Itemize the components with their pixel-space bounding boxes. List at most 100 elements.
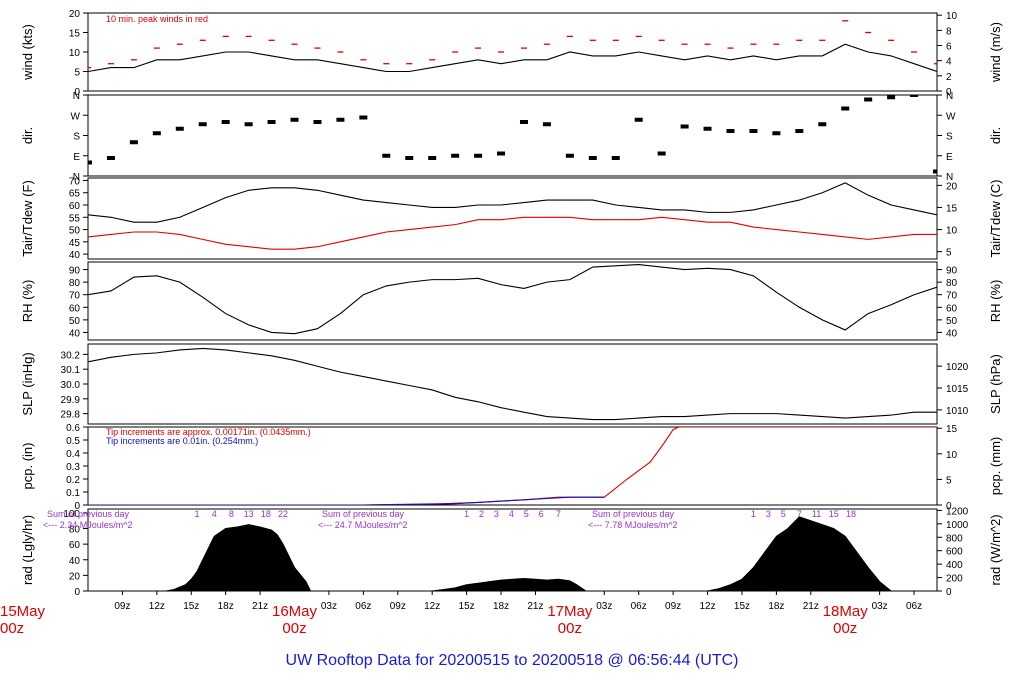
- y-right-tick-label: 50: [946, 316, 958, 327]
- x-tick-label: 18z: [493, 601, 509, 612]
- series-Tair: [88, 182, 937, 223]
- y-tick-label: S: [73, 132, 80, 143]
- y-axis-title: wind (kts): [20, 24, 35, 81]
- y-tick-label: 65: [69, 189, 81, 200]
- panel-pcp: 0 0.1 0.2 0.3 0.4 0.5 0.6 0 5 10 15 pcp. (in) pcp. (…: [20, 423, 1003, 512]
- daily-sum-label: Sum of previous day: [592, 509, 675, 519]
- panel-data: [88, 20, 937, 73]
- y-axis-title-right: rad (W/m^2): [988, 514, 1003, 585]
- panel-frame: [87, 261, 938, 341]
- daily-sum-label: Sum of previous day: [322, 509, 405, 519]
- y-right-tick-label: 0: [946, 87, 952, 98]
- y-axis-title-right: SLP (hPa): [988, 354, 1003, 414]
- y-axis-title: dir.: [20, 127, 35, 144]
- dir-point: [290, 117, 299, 122]
- x-tick-label: 18z: [218, 601, 234, 612]
- x-tick-label: 06z: [355, 601, 371, 612]
- y-right-tick-label: 0: [946, 587, 952, 598]
- y-tick-label: 60: [69, 201, 81, 212]
- dir-point: [818, 122, 827, 127]
- y-right-tick-label: 1010: [946, 406, 969, 417]
- hour-mark: 1: [751, 509, 756, 519]
- dir-point: [221, 120, 230, 124]
- dir-point: [129, 140, 138, 145]
- y-axis-title-right: pcp. (mm): [988, 437, 1003, 496]
- y-right-tick-label: 200: [946, 574, 963, 585]
- y-axis-title-right: RH (%): [988, 280, 1003, 323]
- y-tick-label: 15: [69, 29, 81, 40]
- y-axis-title: Tair/Tdew (F): [20, 180, 35, 257]
- y-tick-label: 100: [63, 509, 80, 520]
- dir-point: [887, 95, 896, 100]
- date-label: 15May: [0, 603, 46, 620]
- series-wind: [88, 43, 937, 73]
- y-tick-label: 30.0: [61, 380, 81, 391]
- hour-mark: 2: [479, 509, 484, 519]
- dir-point: [864, 97, 873, 102]
- y-tick-label: 5: [74, 68, 80, 79]
- dir-point: [841, 106, 850, 111]
- y-axis-title: rad (Lgly/hr): [20, 515, 35, 585]
- dir-point: [382, 153, 391, 158]
- y-right-tick-label: 0: [946, 501, 952, 512]
- hour-mark: 4: [212, 509, 217, 519]
- y-axis-title: SLP (inHg): [20, 352, 35, 415]
- dir-point: [542, 122, 551, 127]
- y-tick-label: E: [73, 152, 80, 163]
- dir-point: [267, 120, 276, 124]
- hour-mark: 5: [781, 509, 786, 519]
- x-tick-label: 12z: [424, 601, 440, 612]
- date-hour-label: 00z: [0, 620, 24, 637]
- hour-mark: 6: [539, 509, 544, 519]
- y-tick-label: 40: [69, 328, 81, 339]
- dir-point: [405, 156, 414, 160]
- y-axis-title: pcp. (in): [20, 443, 35, 490]
- y-right-tick-label: 1200: [946, 506, 969, 517]
- y-axis-title-right: dir.: [988, 127, 1003, 144]
- y-tick-label: 30.1: [61, 365, 81, 376]
- y-right-tick-label: 8: [946, 26, 952, 37]
- dir-point: [749, 129, 758, 133]
- panel-data: [88, 347, 937, 421]
- dir-point: [588, 156, 597, 160]
- date-hour-label: 00z: [282, 620, 306, 637]
- hour-mark: 18: [261, 509, 271, 519]
- panel-wind: 0 5 10 15 20 0 2 4 6 8 10 wind (kts) wind (m/s) 10 mi…: [20, 9, 1003, 98]
- x-tick-label: 12z: [149, 601, 165, 612]
- x-tick-label: 09z: [390, 601, 406, 612]
- daily-sum-label: Sum of previous day: [47, 509, 130, 519]
- hour-mark: 7: [556, 509, 561, 519]
- x-axis: 09z 12z 15z 18z 21z 03z 06z 09z 12z 15z 18z 21z 03z 0…: [0, 591, 922, 637]
- daily-sum-value: <--- 2.34 MJoules/m^2: [43, 520, 133, 530]
- y-tick-label: 60: [69, 540, 81, 551]
- y-right-tick-label: 10: [946, 450, 958, 461]
- y-tick-label: 0: [74, 501, 80, 512]
- y-right-tick-label: 20: [946, 181, 958, 192]
- y-right-tick-label: 800: [946, 533, 963, 544]
- y-right-tick-label: 80: [946, 278, 958, 289]
- dir-point: [88, 160, 92, 165]
- y-tick-label: 0.6: [66, 423, 80, 434]
- y-right-tick-label: 1000: [946, 520, 969, 531]
- hour-mark: 4: [509, 509, 514, 519]
- y-tick-label: 0.4: [66, 449, 80, 460]
- y-tick-label: 0.1: [66, 488, 80, 499]
- dir-point: [703, 126, 712, 131]
- dir-point: [451, 153, 460, 158]
- hour-mark: 15: [829, 509, 839, 519]
- y-tick-label: 0: [74, 587, 80, 598]
- x-tick-label: 12z: [699, 601, 715, 612]
- hour-mark: 8: [229, 509, 234, 519]
- daily-sum-value: <--- 24.7 MJoules/m^2: [318, 520, 408, 530]
- y-tick-label: 0.3: [66, 462, 80, 473]
- y-tick-label: 20: [69, 571, 81, 582]
- x-tick-label: 18z: [768, 601, 784, 612]
- y-tick-label: 29.9: [61, 395, 81, 406]
- y-tick-label: 55: [69, 213, 81, 224]
- series-pcp_coarse: [88, 496, 605, 505]
- panel-frame: [87, 177, 938, 260]
- x-tick-label: 03z: [596, 601, 612, 612]
- y-right-tick-label: 400: [946, 560, 963, 571]
